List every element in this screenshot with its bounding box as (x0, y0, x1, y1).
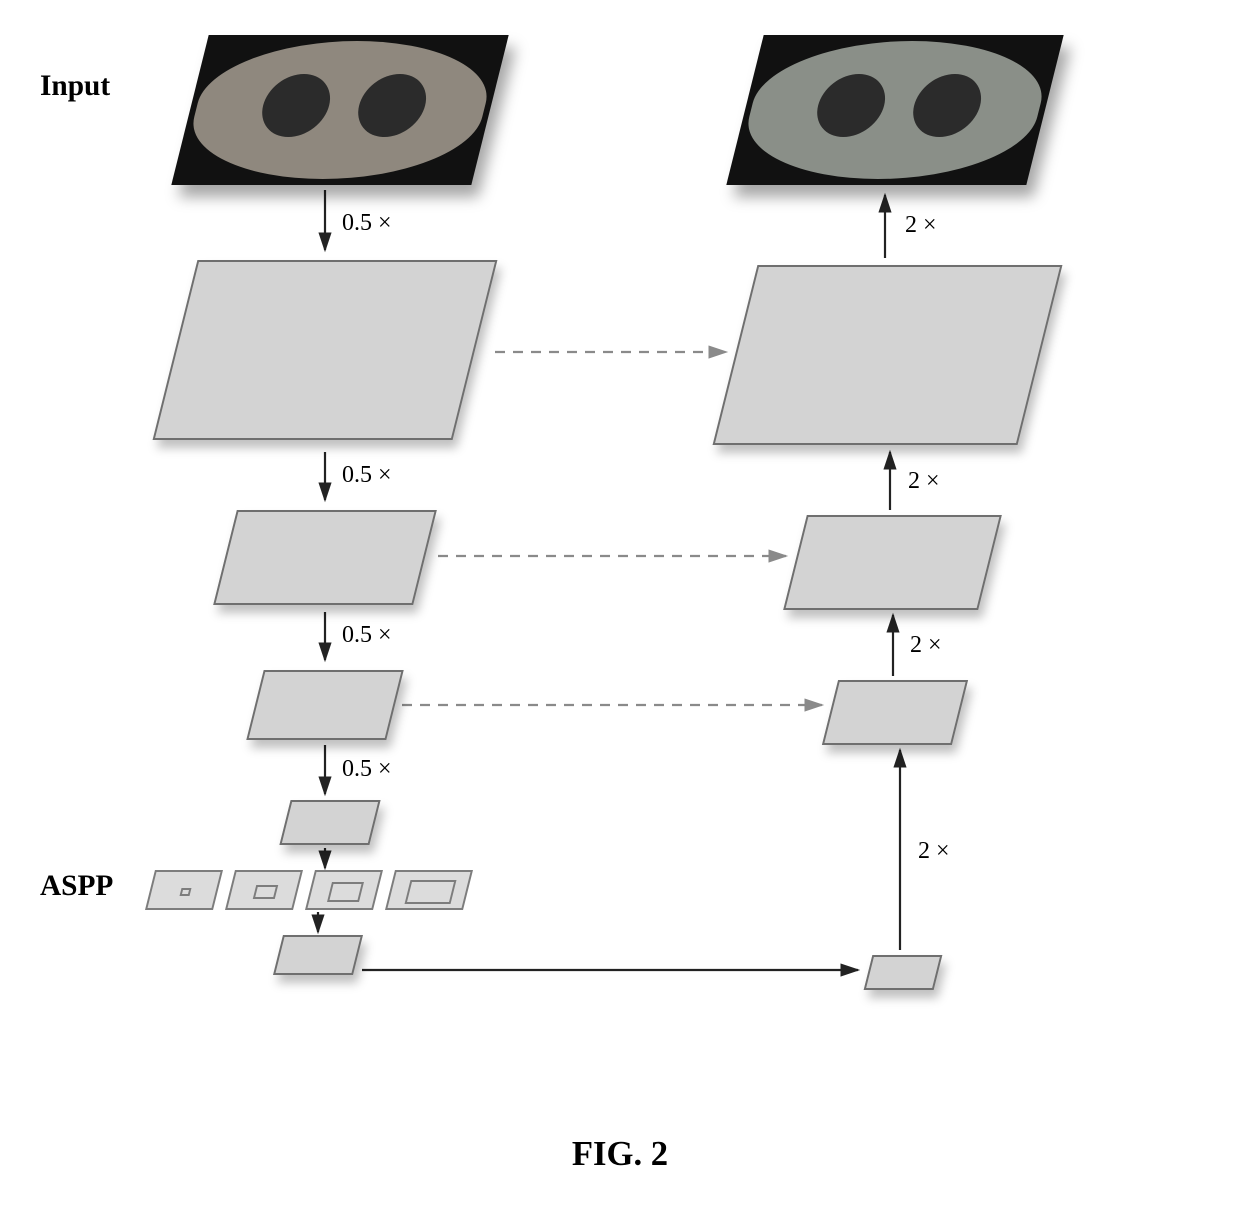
encoder-tile-2 (246, 670, 403, 740)
up-label-1: 2 × (910, 632, 942, 659)
encoder-tile-4 (273, 935, 363, 975)
ct-output-image (726, 35, 1063, 185)
down-label-1: 0.5 × (342, 462, 392, 489)
down-label-3: 0.5 × (342, 756, 392, 783)
encoder-tile-0 (153, 260, 498, 440)
decoder-tile-2 (783, 515, 1002, 610)
decoder-tile-3 (713, 265, 1063, 445)
aspp-kernel-2 (305, 870, 383, 910)
up-label-0: 2 × (918, 838, 950, 865)
aspp-kernel-3 (385, 870, 473, 910)
encoder-tile-3 (279, 800, 380, 845)
down-label-2: 0.5 × (342, 622, 392, 649)
aspp-label: ASPP (40, 870, 113, 903)
aspp-kernel-1 (225, 870, 303, 910)
up-label-2: 2 × (908, 468, 940, 495)
encoder-tile-1 (213, 510, 437, 605)
input-label: Input (40, 70, 110, 103)
up-label-3: 2 × (905, 212, 937, 239)
figure-label: FIG. 2 (0, 1135, 1240, 1174)
diagram-canvas: Input ASPP FIG. 2 0.5 × 0.5 × 0.5 × 0.5 × 2 … (0, 0, 1240, 1205)
down-label-0: 0.5 × (342, 210, 392, 237)
decoder-tile-0 (864, 955, 943, 990)
aspp-kernel-0 (145, 870, 223, 910)
decoder-tile-1 (822, 680, 968, 745)
ct-input-image (171, 35, 508, 185)
